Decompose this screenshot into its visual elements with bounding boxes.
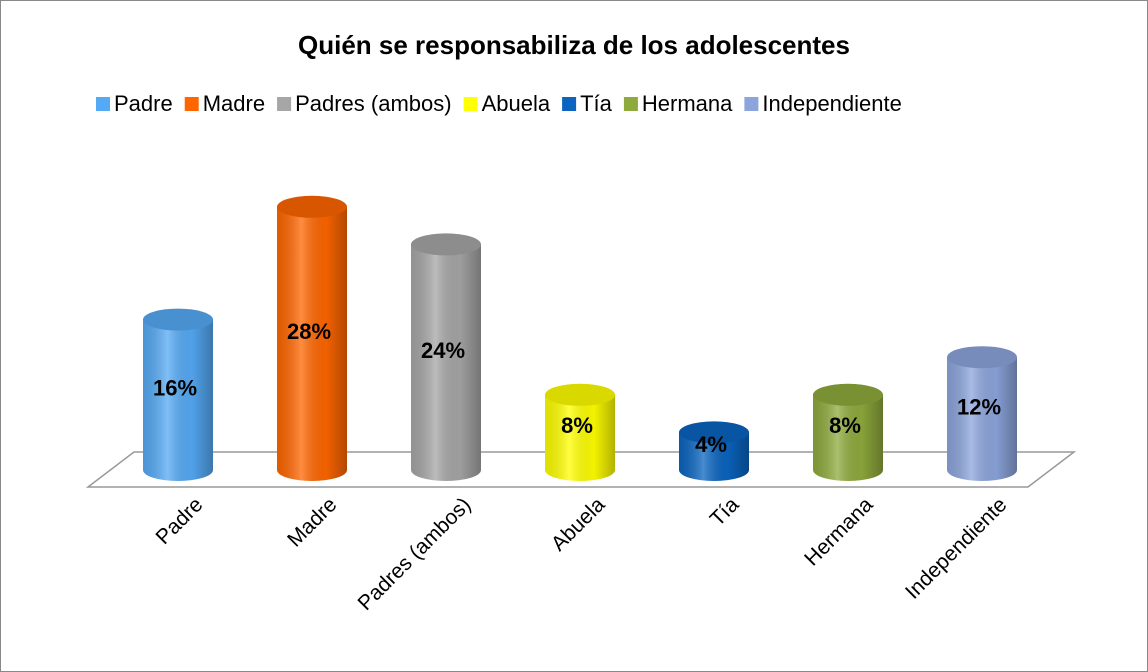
legend-swatch	[623, 97, 638, 111]
bar-top	[813, 383, 883, 406]
bar-top-shade	[813, 383, 883, 406]
bar-shade	[679, 432, 749, 481]
data-label: 8%	[829, 413, 861, 438]
legend-swatch	[744, 97, 759, 111]
legend-label: Hermana	[642, 91, 733, 116]
cylinder	[277, 195, 347, 482]
bar-top-shade	[947, 346, 1017, 369]
bar-shade	[947, 357, 1017, 481]
bar-top	[143, 308, 213, 331]
data-label: 16%	[153, 376, 197, 401]
legend-swatch	[96, 97, 110, 111]
legend-swatch	[277, 97, 292, 111]
cylinder	[411, 233, 481, 481]
bar-shade	[813, 394, 883, 481]
bar-top-shade	[545, 383, 615, 406]
floor	[85, 451, 1077, 488]
legend-swatch	[562, 97, 577, 111]
cylinder	[545, 383, 615, 481]
bar-shade	[545, 394, 615, 481]
data-label: 24%	[421, 338, 465, 363]
legend-label: Tía	[580, 91, 613, 116]
bar-shade	[277, 206, 347, 482]
bar-top-shade	[143, 308, 213, 331]
bar-shade	[143, 319, 213, 481]
bar-top	[411, 233, 481, 256]
bar-top-shade	[411, 233, 481, 256]
legend-label: Abuela	[482, 91, 551, 116]
legend-swatch	[463, 97, 478, 111]
legend-swatch	[184, 97, 199, 111]
data-label: 12%	[957, 394, 1001, 419]
data-label: 28%	[287, 319, 331, 344]
data-label: 4%	[695, 432, 727, 457]
cylinder	[143, 308, 213, 481]
legend-label: Padres (ambos)	[295, 91, 452, 116]
bar-top-shade	[679, 421, 749, 444]
data-label: 8%	[561, 413, 593, 438]
cylinder	[947, 346, 1017, 481]
bar-top	[545, 383, 615, 406]
bar-top	[277, 195, 347, 218]
chart-title: Quién se responsabiliza de los adolescen…	[298, 30, 850, 60]
legend-label: Madre	[203, 91, 265, 116]
bar-top-shade	[277, 195, 347, 218]
cylinder	[813, 383, 883, 481]
bar-shade	[411, 244, 481, 481]
legend-label: Padre	[114, 91, 173, 116]
cylinder	[679, 421, 749, 481]
bar-top	[679, 421, 749, 444]
bar-top	[947, 346, 1017, 369]
legend-label: Independiente	[762, 91, 901, 116]
